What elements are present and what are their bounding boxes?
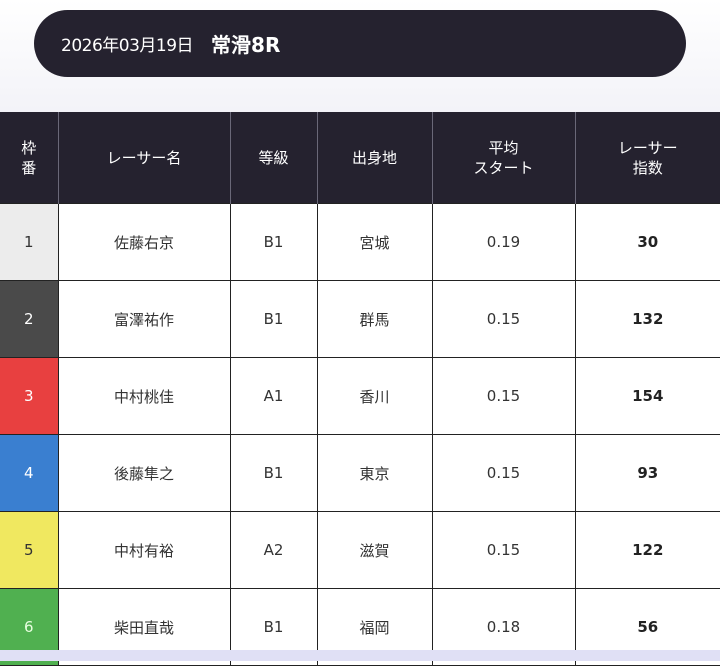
grade: A1	[229, 357, 318, 435]
avg-start: 0.15	[431, 280, 576, 358]
frame-number: 6	[0, 588, 59, 666]
racer-table: 枠 番レーサー名 等級 出身地 平均 スタート レーサー 指数 1 佐藤右京 B1 宮城 0.1…	[0, 112, 720, 666]
header-origin: 出身地	[316, 112, 432, 204]
table-row: 2 富澤祐作 B1 群馬 0.15 132	[0, 280, 720, 358]
table-row: 4 後藤隼之 B1 東京 0.15 93	[0, 434, 720, 512]
frame-number: 1	[0, 203, 59, 281]
origin: 滋賀	[316, 511, 433, 589]
header-grade: 等級	[229, 112, 317, 204]
race-name: 常滑8R	[211, 33, 281, 57]
racer-index: 154	[574, 357, 720, 435]
racer-name: 富澤祐作	[57, 280, 231, 358]
avg-start: 0.19	[431, 203, 576, 281]
grade: B1	[229, 434, 318, 512]
racer-name: 後藤隼之	[57, 434, 231, 512]
header-racer-name: レーサー名	[57, 112, 230, 204]
frame-number: 3	[0, 357, 59, 435]
table-row: 3 中村桃佳 A1 香川 0.15 154	[0, 357, 720, 435]
frame-number: 2	[0, 280, 59, 358]
racer-index: 132	[574, 280, 720, 358]
table-row: 5 中村有裕 A2 滋賀 0.15 122	[0, 511, 720, 589]
grade: B1	[229, 280, 318, 358]
frame-number: 4	[0, 434, 59, 512]
origin: 東京	[316, 434, 433, 512]
origin: 宮城	[316, 203, 433, 281]
grade: B1	[229, 203, 318, 281]
racer-index: 30	[574, 203, 720, 281]
race-header: 2026年03月19日 常滑8R	[34, 10, 686, 77]
origin: 群馬	[316, 280, 433, 358]
header-frame: 枠 番	[0, 112, 58, 204]
origin: 香川	[316, 357, 433, 435]
racer-name: 佐藤右京	[57, 203, 231, 281]
footer-band	[0, 650, 720, 661]
racer-index: 122	[574, 511, 720, 589]
racer-index: 93	[574, 434, 720, 512]
racer-name: 中村桃佳	[57, 357, 231, 435]
grade: A2	[229, 511, 318, 589]
header-racer-index: レーサー 指数	[574, 112, 720, 204]
frame-number: 5	[0, 511, 59, 589]
avg-start: 0.15	[431, 511, 576, 589]
avg-start: 0.15	[431, 357, 576, 435]
header-avg-start: 平均 スタート	[431, 112, 575, 204]
race-date: 2026年03月19日	[61, 36, 194, 56]
racer-name: 中村有裕	[57, 511, 231, 589]
avg-start: 0.15	[431, 434, 576, 512]
table-row: 1 佐藤右京 B1 宮城 0.19 30	[0, 203, 720, 281]
